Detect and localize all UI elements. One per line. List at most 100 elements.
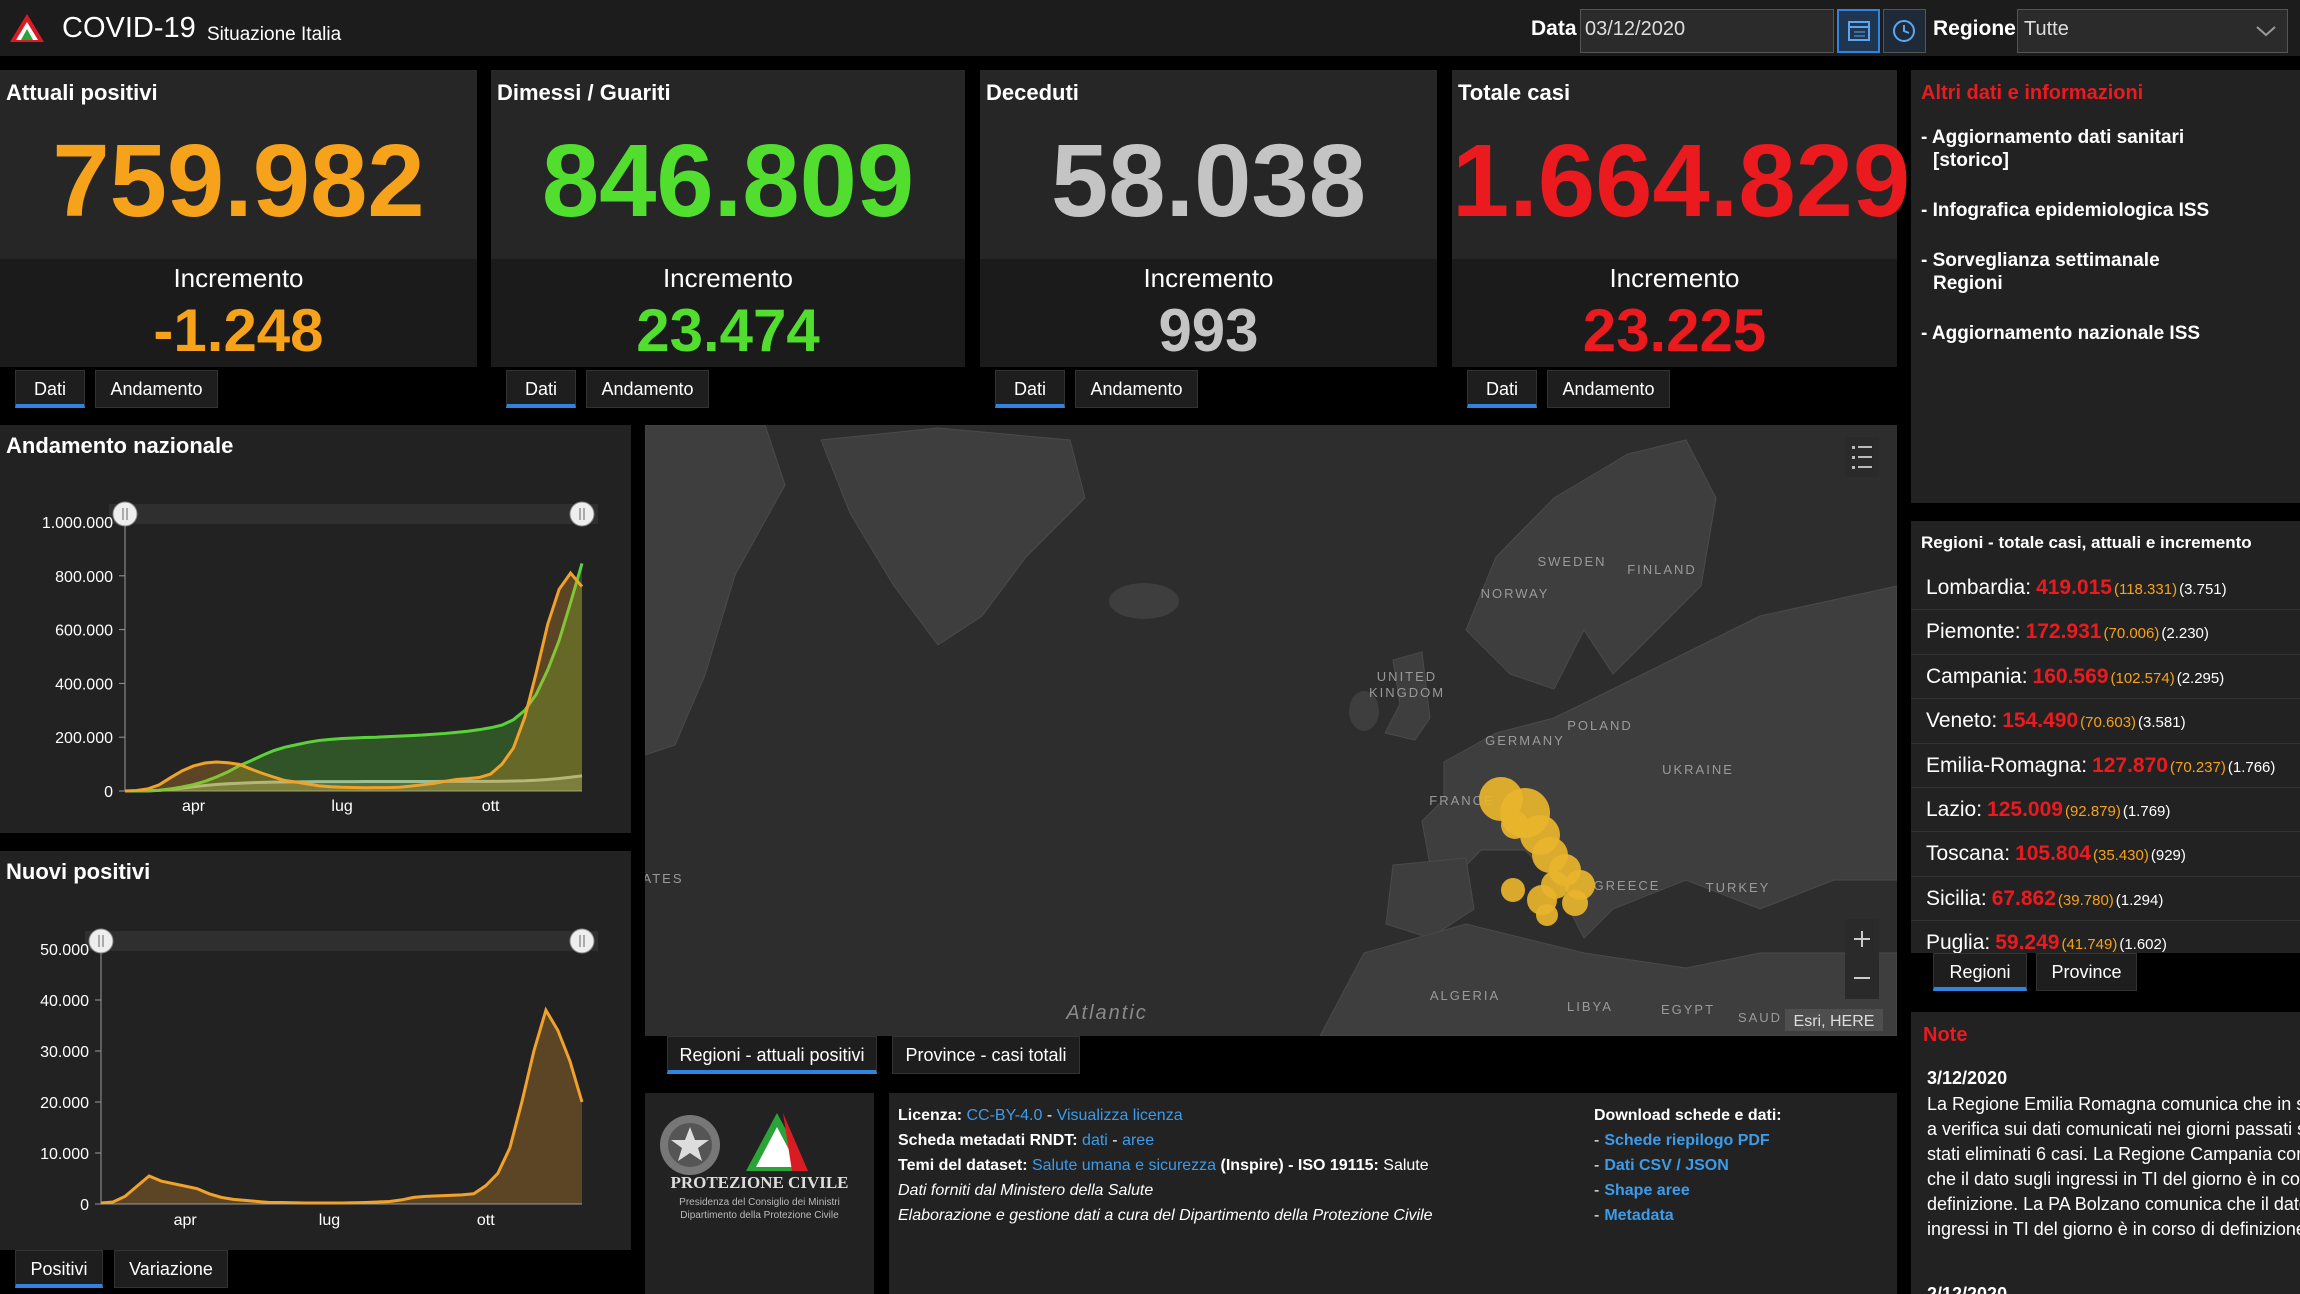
tab[interactable]: Andamento: [95, 370, 218, 408]
info-link[interactable]: - Sorveglianza settimanale Regioni: [1921, 250, 2160, 294]
region-total: 105.804: [2015, 842, 2091, 866]
tab[interactable]: Positivi: [15, 1250, 103, 1288]
national-trend-panel: Andamento nazionale 0 200.000 400.000 600.00…: [0, 425, 631, 833]
card-title: Deceduti: [986, 80, 1079, 105]
region-row[interactable]: Campania: 160.569 (102.574) (2.295): [1911, 655, 2300, 700]
tab[interactable]: Regioni: [1933, 953, 2027, 991]
region-row[interactable]: Sicilia: 67.862 (39.780) (1.294): [1911, 877, 2300, 922]
link[interactable]: Metadata: [1604, 1207, 1674, 1224]
tab[interactable]: Province: [2036, 953, 2137, 991]
series-line: [124, 570, 584, 793]
region-row[interactable]: Lazio: 125.009 (92.879) (1.769): [1911, 788, 2300, 833]
region-row[interactable]: Emilia-Romagna: 127.870 (70.237) (1.766): [1911, 744, 2300, 788]
region-active: (70.006): [2103, 625, 2160, 643]
link[interactable]: dati: [1082, 1132, 1108, 1149]
slider-handle[interactable]: [112, 501, 138, 527]
region-total: 127.870: [2092, 753, 2168, 777]
link[interactable]: Schede riepilogo PDF: [1604, 1132, 1770, 1149]
region-name: Lombardia:: [1926, 576, 2032, 599]
region-name: Campania:: [1926, 664, 2028, 688]
region-select[interactable]: Tutte: [2017, 9, 2288, 53]
info-line: Temi del dataset: Salute umana e sicurez…: [898, 1153, 1578, 1178]
ocean-label: Atlantic: [1065, 1002, 1148, 1024]
region-row[interactable]: Veneto: 154.490 (70.603) (3.581): [1911, 699, 2300, 744]
region-name: Puglia:: [1926, 931, 1991, 953]
download-item: - Metadata: [1594, 1203, 1894, 1228]
note-title: Note: [1923, 1024, 1968, 1046]
tab[interactable]: Andamento: [1547, 370, 1670, 408]
region-increment: (929): [2150, 847, 2186, 865]
land: [1109, 583, 1179, 619]
region-increment: (2.230): [2161, 625, 2209, 643]
region-row[interactable]: Toscana: 105.804 (35.430) (929): [1911, 832, 2300, 877]
card-top: [0, 70, 477, 259]
tab[interactable]: Dati: [15, 370, 85, 408]
y-tick-label: 600.000: [55, 623, 113, 640]
region-bubble[interactable]: [1501, 878, 1525, 902]
link[interactable]: Dati CSV / JSON: [1604, 1157, 1729, 1174]
link[interactable]: Shape aree: [1604, 1182, 1690, 1199]
info-panel: Licenza: CC-BY-4.0 - Visualizza licenza …: [889, 1093, 1897, 1294]
region-bubble[interactable]: [1562, 890, 1588, 916]
chart: 0 10.000 20.000 30.000 40.000 50.000 apr lug ott: [40, 928, 598, 1229]
tab[interactable]: Dati: [1467, 370, 1537, 408]
region-row[interactable]: Piemonte: 172.931 (70.006) (2.230): [1911, 610, 2300, 655]
range-slider[interactable]: [109, 504, 598, 524]
region-bubble[interactable]: [1536, 904, 1558, 926]
area-fill: [125, 775, 582, 791]
tab[interactable]: Regioni - attuali positivi: [667, 1036, 877, 1074]
region-active: (39.780): [2057, 891, 2114, 909]
link[interactable]: aree: [1122, 1132, 1155, 1149]
chart: 0 200.000 400.000 600.000 800.000 1.000.000 ap…: [42, 501, 598, 815]
map-label: ALGERIA: [1430, 988, 1500, 1003]
area-fill: [125, 573, 582, 791]
note-line: definizione. La PA Bolzano comunica che …: [1927, 1194, 2300, 1214]
region-row[interactable]: Lombardia: 419.015 (118.331) (3.751): [1911, 566, 2300, 611]
link[interactable]: CC-BY-4.0: [966, 1107, 1043, 1124]
info-link[interactable]: - Aggiornamento nazionale ISS: [1921, 323, 2201, 344]
y-tick-label: 50.000: [40, 942, 89, 959]
link[interactable]: Salute umana e sicurezza: [1031, 1157, 1217, 1174]
region-increment: (2.295): [2176, 669, 2225, 687]
tab[interactable]: Dati: [506, 370, 576, 408]
y-tick-label: 800.000: [55, 569, 113, 586]
map-label: EGYPT: [1661, 1002, 1715, 1017]
region-row[interactable]: Puglia: 59.249 (41.749) (1.602): [1911, 921, 2300, 953]
land: [1385, 857, 1475, 939]
logo-emblems: [660, 1113, 808, 1175]
download-item: - Shape aree: [1594, 1178, 1894, 1203]
app-title: COVID-19: [62, 12, 196, 44]
info-link[interactable]: - Infografica epidemiologica ISS: [1921, 200, 2210, 221]
land: [1465, 439, 1717, 690]
region-bubble[interactable]: [1501, 811, 1529, 839]
chart-title: Nuovi positivi: [6, 859, 151, 884]
tab[interactable]: Dati: [995, 370, 1065, 408]
slider-handle[interactable]: [569, 928, 595, 954]
region-increment: (3.581): [2138, 714, 2186, 732]
map-label: GREECE: [1594, 878, 1661, 893]
info-link[interactable]: - Aggiornamento dati sanitari [storico]: [1921, 127, 2185, 171]
card-top: [980, 70, 1437, 259]
tab[interactable]: Province - casi totali: [892, 1036, 1080, 1074]
info-line: Elaborazione e gestione dati a cura del …: [898, 1207, 1433, 1224]
card-value: 58.038: [1050, 123, 1367, 238]
tab[interactable]: Variazione: [114, 1250, 228, 1288]
time-button[interactable]: [1883, 9, 1926, 53]
range-slider[interactable]: [85, 931, 598, 951]
info-line: Licenza: CC-BY-4.0 - Visualizza licenza: [898, 1103, 1578, 1128]
map[interactable]: SWEDEN FINLAND NORWAY UNITED KINGDOM GERMANY P…: [645, 425, 1897, 1036]
tab[interactable]: Andamento: [586, 370, 709, 408]
info-line: Dati forniti dal Ministero della Salute: [898, 1182, 1154, 1199]
x-tick-label: ott: [482, 798, 500, 815]
slider-handle[interactable]: [88, 928, 114, 954]
tab[interactable]: Andamento: [1075, 370, 1198, 408]
bullet: -: [1594, 1157, 1600, 1174]
map-label: POLAND: [1567, 718, 1632, 733]
link[interactable]: Visualizza licenza: [1056, 1107, 1183, 1124]
separator: -: [1046, 1107, 1053, 1124]
zoom-in[interactable]: [1854, 931, 1870, 947]
slider-handle[interactable]: [569, 501, 595, 527]
chart-title: Andamento nazionale: [6, 433, 234, 458]
date-input[interactable]: 03/12/2020: [1580, 9, 1834, 53]
calendar-button[interactable]: [1837, 9, 1880, 53]
